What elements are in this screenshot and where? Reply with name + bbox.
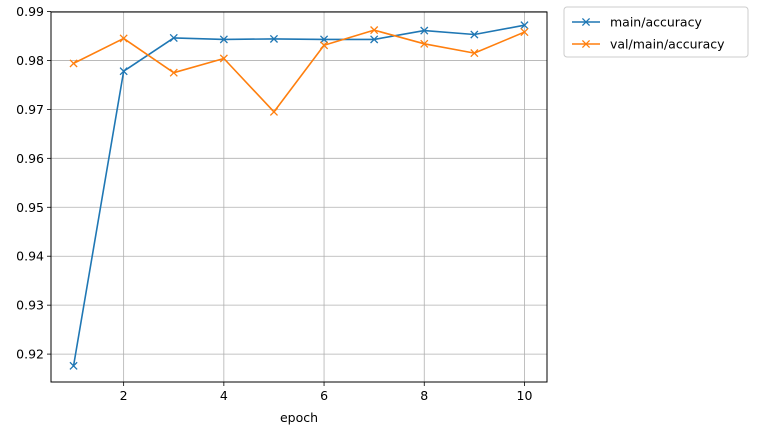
data-point-marker <box>119 67 128 76</box>
tick-labels: 2 4 6 8 10 0.92 0.93 0.94 0.95 0.96 0.97 0.98 0.99 <box>16 4 532 403</box>
tick-marks <box>47 11 525 386</box>
data-point-marker <box>169 33 178 42</box>
data-point-marker <box>169 68 178 77</box>
data-point-marker <box>420 39 429 48</box>
data-point-marker <box>370 26 379 35</box>
data-point-marker <box>520 28 529 37</box>
legend-label: main/accuracy <box>610 15 702 30</box>
legend-entry: val/main/accuracy <box>572 37 725 52</box>
data-point-marker <box>219 35 228 44</box>
y-tick-label: 0.95 <box>16 200 44 215</box>
x-tick-label: 10 <box>517 388 533 403</box>
series-line <box>73 29 525 113</box>
data-point-marker <box>269 34 279 43</box>
x-tick-label: 4 <box>220 388 228 403</box>
y-tick-label: 0.94 <box>16 249 44 264</box>
legend-label: val/main/accuracy <box>610 37 725 52</box>
data-point-marker <box>420 26 429 35</box>
y-tick-label: 0.98 <box>16 53 44 68</box>
y-tick-label: 0.97 <box>16 102 44 117</box>
y-tick-label: 0.92 <box>16 347 44 362</box>
data-point-marker <box>470 49 479 58</box>
series-1 <box>69 21 529 370</box>
legend: main/accuracy val/main/accuracy <box>563 6 749 58</box>
x-axis-label: epoch <box>280 410 318 425</box>
legend-marker <box>581 17 591 27</box>
data-point-marker <box>119 34 128 43</box>
y-tick-label: 0.99 <box>16 4 44 19</box>
series-2 <box>69 26 529 116</box>
data-point-marker <box>69 59 78 68</box>
x-tick-label: 8 <box>420 388 428 403</box>
x-tick-label: 6 <box>320 388 328 403</box>
series-line <box>72 24 525 366</box>
data-point-marker <box>319 35 329 44</box>
data-point-marker <box>370 35 379 44</box>
legend-box <box>563 6 749 58</box>
grid-lines <box>51 11 547 382</box>
legend-entry: main/accuracy <box>572 15 702 30</box>
data-point-marker <box>319 41 329 50</box>
legend-marker <box>581 39 591 49</box>
x-tick-label: 2 <box>120 388 128 403</box>
plot-area-frame <box>50 11 548 383</box>
data-point-marker <box>520 21 529 30</box>
y-tick-label: 0.96 <box>16 151 44 166</box>
data-point-marker <box>470 30 479 39</box>
series-layer <box>69 21 529 370</box>
data-point-marker <box>269 107 279 116</box>
y-tick-label: 0.93 <box>16 298 44 313</box>
data-point-marker <box>219 54 228 63</box>
data-point-marker <box>69 361 78 370</box>
